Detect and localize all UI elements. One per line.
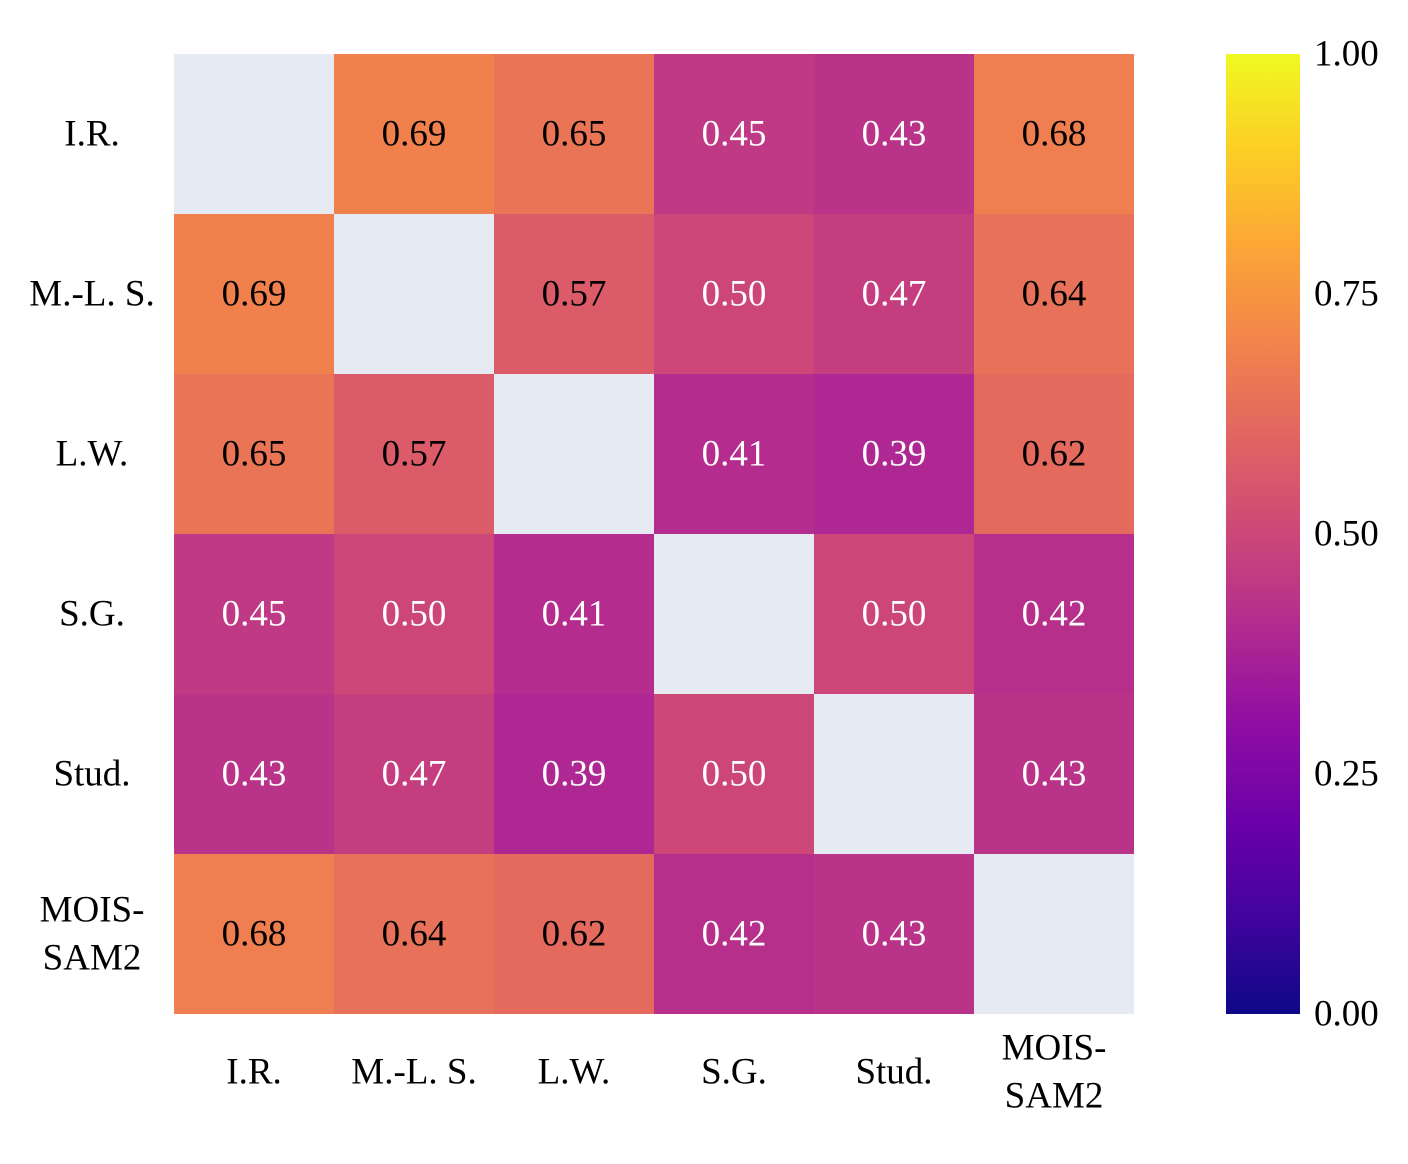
heatmap-cell-r3-c0 xyxy=(174,534,334,694)
cell-value-r0-c2: 0.65 xyxy=(542,114,607,155)
colorbar-tick-label-1: 0.25 xyxy=(1314,754,1379,795)
heatmap-cell-masked-r3-c3 xyxy=(654,534,814,694)
cell-value-r1-c2: 0.57 xyxy=(542,274,607,315)
heatmap-cell-r4-c2 xyxy=(494,694,654,854)
heatmap-cell-r3-c5 xyxy=(974,534,1134,694)
row-axis-labels: I.R. M.-L. S. L.W. S.G. Stud. MOIS-SAM2 xyxy=(29,114,154,979)
heatmap-cell-r5-c4 xyxy=(814,854,974,1014)
column-label-3: S.G. xyxy=(701,1052,767,1093)
heatmap-cell-r4-c0 xyxy=(174,694,334,854)
colorbar-tick-label-4: 1.00 xyxy=(1314,34,1379,75)
cell-value-r5-c2: 0.62 xyxy=(542,914,607,955)
cell-value-r0-c3: 0.45 xyxy=(702,114,767,155)
cell-value-r5-c0: 0.68 xyxy=(222,914,287,955)
row-label-5: MOIS-SAM2 xyxy=(40,890,145,979)
cell-value-r5-c3: 0.42 xyxy=(702,914,767,955)
cell-value-r3-c0: 0.45 xyxy=(222,594,287,635)
cell-value-r3-c4: 0.50 xyxy=(862,594,927,635)
row-label-0: I.R. xyxy=(64,114,120,155)
colorbar-gradient xyxy=(1226,54,1300,1014)
heatmap-cell-r3-c4 xyxy=(814,534,974,694)
column-axis-labels: I.R. M.-L. S. L.W. S.G. Stud. MOIS-SAM2 xyxy=(226,1028,1106,1117)
heatmap-cell-r5-c0 xyxy=(174,854,334,1014)
column-label-5: MOIS-SAM2 xyxy=(1002,1028,1107,1117)
column-label-4: Stud. xyxy=(855,1052,932,1093)
cell-value-r2-c4: 0.39 xyxy=(862,434,927,475)
heatmap-cell-r2-c1 xyxy=(334,374,494,534)
heatmap-cell-r4-c3 xyxy=(654,694,814,854)
row-label-2: L.W. xyxy=(56,434,129,475)
heatmap-cell-masked-r0-c0 xyxy=(174,54,334,214)
heatmap-cell-r2-c5 xyxy=(974,374,1134,534)
heatmap-cell-r0-c3 xyxy=(654,54,814,214)
colorbar-tick-label-3: 0.75 xyxy=(1314,274,1379,315)
heatmap-cell-r2-c3 xyxy=(654,374,814,534)
colorbar-tick-label-2: 0.50 xyxy=(1314,514,1379,555)
cell-value-r1-c3: 0.50 xyxy=(702,274,767,315)
heatmap-cell-r1-c0 xyxy=(174,214,334,374)
heatmap-cell-labels: 0.69 0.65 0.45 0.43 0.68 0.69 0.57 0.50 0.47 0.64… xyxy=(222,114,1087,955)
cell-value-r4-c5: 0.43 xyxy=(1022,754,1087,795)
cell-value-r4-c1: 0.47 xyxy=(382,754,447,795)
heatmap-cell-r1-c4 xyxy=(814,214,974,374)
colorbar: 0.00 0.25 0.50 0.75 1.00 xyxy=(1226,34,1379,1035)
heatmap-cell-r3-c1 xyxy=(334,534,494,694)
heatmap-cell-r3-c2 xyxy=(494,534,654,694)
cell-value-r1-c5: 0.64 xyxy=(1022,274,1087,315)
heatmap-cell-r5-c3 xyxy=(654,854,814,1014)
heatmap-cell-r4-c5 xyxy=(974,694,1134,854)
row-label-4: Stud. xyxy=(53,754,130,795)
column-label-0: I.R. xyxy=(226,1052,282,1093)
heatmap-cells xyxy=(174,54,1134,1014)
row-label-1: M.-L. S. xyxy=(29,274,154,315)
cell-value-r0-c1: 0.69 xyxy=(382,114,447,155)
cell-value-r3-c1: 0.50 xyxy=(382,594,447,635)
cell-value-r5-c4: 0.43 xyxy=(862,914,927,955)
heatmap-cell-r1-c2 xyxy=(494,214,654,374)
cell-value-r2-c5: 0.62 xyxy=(1022,434,1087,475)
cell-value-r0-c4: 0.43 xyxy=(862,114,927,155)
cell-value-r4-c3: 0.50 xyxy=(702,754,767,795)
cell-value-r4-c0: 0.43 xyxy=(222,754,287,795)
cell-value-r3-c2: 0.41 xyxy=(542,594,607,635)
colorbar-tick-label-0: 0.00 xyxy=(1314,994,1379,1035)
cell-value-r2-c3: 0.41 xyxy=(702,434,767,475)
heatmap-cell-r1-c5 xyxy=(974,214,1134,374)
cell-value-r5-c1: 0.64 xyxy=(382,914,447,955)
cell-value-r1-c0: 0.69 xyxy=(222,274,287,315)
cell-value-r2-c1: 0.57 xyxy=(382,434,447,475)
heatmap-cell-r5-c2 xyxy=(494,854,654,1014)
cell-value-r3-c5: 0.42 xyxy=(1022,594,1087,635)
cell-value-r1-c4: 0.47 xyxy=(862,274,927,315)
heatmap-cell-r0-c2 xyxy=(494,54,654,214)
column-label-2: L.W. xyxy=(538,1052,611,1093)
cell-value-r0-c5: 0.68 xyxy=(1022,114,1087,155)
heatmap-cell-r2-c0 xyxy=(174,374,334,534)
heatmap-cell-masked-r2-c2 xyxy=(494,374,654,534)
heatmap-cell-r1-c3 xyxy=(654,214,814,374)
heatmap-cell-masked-r5-c5 xyxy=(974,854,1134,1014)
heatmap-cell-masked-r1-c1 xyxy=(334,214,494,374)
cell-value-r4-c2: 0.39 xyxy=(542,754,607,795)
heatmap-cell-r0-c1 xyxy=(334,54,494,214)
heatmap-cell-r2-c4 xyxy=(814,374,974,534)
column-label-1: M.-L. S. xyxy=(351,1052,476,1093)
heatmap-cell-r4-c1 xyxy=(334,694,494,854)
row-label-3: S.G. xyxy=(59,594,125,635)
heatmap-cell-masked-r4-c4 xyxy=(814,694,974,854)
heatmap-cell-r0-c4 xyxy=(814,54,974,214)
heatmap-cell-r5-c1 xyxy=(334,854,494,1014)
heatmap-cell-r0-c5 xyxy=(974,54,1134,214)
cell-value-r2-c0: 0.65 xyxy=(222,434,287,475)
